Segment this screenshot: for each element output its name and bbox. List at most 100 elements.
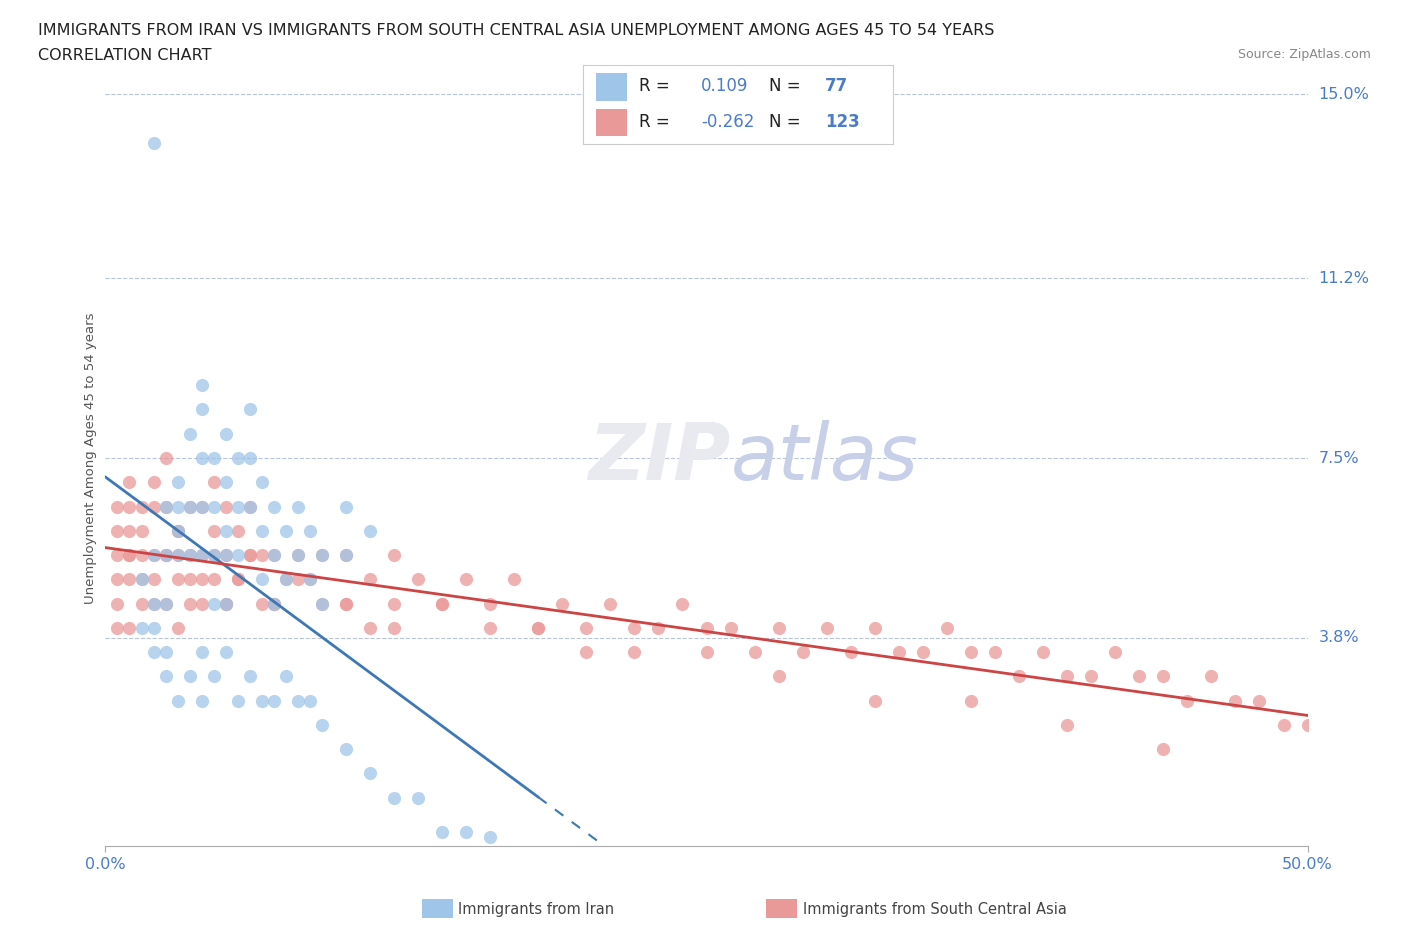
Point — [131, 499, 153, 514]
Point — [118, 572, 141, 587]
Point — [1128, 669, 1150, 684]
Point — [311, 548, 333, 563]
Point — [382, 620, 405, 635]
Point — [166, 693, 188, 708]
Point — [214, 644, 236, 659]
Point — [263, 693, 285, 708]
Text: CORRELATION CHART: CORRELATION CHART — [38, 48, 211, 63]
Point — [214, 548, 236, 563]
Point — [214, 524, 236, 538]
Point — [118, 548, 141, 563]
Point — [155, 499, 177, 514]
Point — [190, 451, 212, 466]
Point — [131, 524, 153, 538]
Point — [202, 475, 225, 490]
Point — [179, 596, 201, 611]
Point — [179, 669, 201, 684]
Point — [131, 548, 153, 563]
Point — [335, 596, 357, 611]
Text: 77: 77 — [825, 77, 848, 96]
Point — [815, 620, 838, 635]
Point — [239, 499, 262, 514]
Point — [155, 499, 177, 514]
Point — [155, 548, 177, 563]
Text: -0.262: -0.262 — [702, 113, 755, 131]
Point — [575, 644, 598, 659]
Text: Immigrants from Iran: Immigrants from Iran — [458, 902, 614, 917]
Point — [179, 572, 201, 587]
Point — [226, 693, 249, 708]
Point — [623, 644, 645, 659]
Point — [239, 669, 262, 684]
Point — [226, 572, 249, 587]
FancyBboxPatch shape — [596, 73, 627, 100]
Point — [647, 620, 669, 635]
Point — [382, 790, 405, 805]
Text: 123: 123 — [825, 113, 859, 131]
Point — [527, 620, 550, 635]
Text: atlas: atlas — [731, 420, 918, 496]
Point — [214, 475, 236, 490]
Point — [311, 596, 333, 611]
Point — [311, 596, 333, 611]
Point — [166, 499, 188, 514]
Point — [166, 548, 188, 563]
Point — [720, 620, 742, 635]
Point — [179, 426, 201, 441]
Point — [202, 596, 225, 611]
Point — [335, 742, 357, 757]
Point — [118, 475, 141, 490]
Point — [274, 669, 297, 684]
Point — [298, 693, 321, 708]
Point — [696, 644, 718, 659]
Point — [298, 524, 321, 538]
Point — [107, 620, 129, 635]
Point — [202, 524, 225, 538]
Text: IMMIGRANTS FROM IRAN VS IMMIGRANTS FROM SOUTH CENTRAL ASIA UNEMPLOYMENT AMONG AG: IMMIGRANTS FROM IRAN VS IMMIGRANTS FROM … — [38, 23, 994, 38]
Point — [454, 824, 477, 839]
Point — [960, 644, 983, 659]
Text: 7.5%: 7.5% — [1319, 450, 1360, 466]
Text: N =: N = — [769, 77, 800, 96]
Point — [1152, 742, 1174, 757]
Point — [142, 548, 165, 563]
Point — [250, 572, 273, 587]
Point — [155, 644, 177, 659]
Point — [887, 644, 910, 659]
Point — [335, 548, 357, 563]
Point — [131, 620, 153, 635]
Point — [166, 524, 188, 538]
Point — [190, 499, 212, 514]
Point — [226, 572, 249, 587]
Point — [430, 596, 453, 611]
Point — [107, 572, 129, 587]
Point — [527, 620, 550, 635]
Point — [142, 135, 165, 150]
Point — [155, 669, 177, 684]
Point — [214, 596, 236, 611]
Point — [1272, 718, 1295, 733]
Point — [599, 596, 621, 611]
Point — [190, 548, 212, 563]
Point — [118, 524, 141, 538]
Point — [166, 524, 188, 538]
Point — [839, 644, 862, 659]
FancyBboxPatch shape — [596, 109, 627, 137]
Point — [382, 596, 405, 611]
Point — [131, 596, 153, 611]
Point — [118, 548, 141, 563]
Point — [226, 499, 249, 514]
Point — [142, 572, 165, 587]
Point — [131, 572, 153, 587]
Point — [1225, 693, 1247, 708]
Point — [298, 572, 321, 587]
Point — [190, 644, 212, 659]
Point — [430, 596, 453, 611]
Point — [274, 572, 297, 587]
Point — [250, 548, 273, 563]
Point — [214, 596, 236, 611]
Point — [179, 499, 201, 514]
Point — [263, 499, 285, 514]
Point — [107, 596, 129, 611]
Point — [551, 596, 574, 611]
